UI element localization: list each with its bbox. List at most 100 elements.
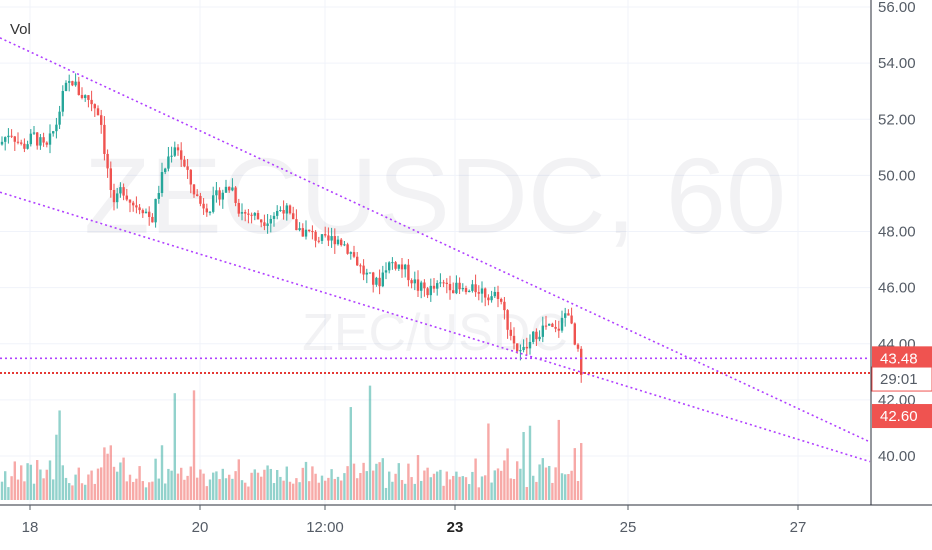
candle-body [346, 244, 349, 254]
price-axis[interactable] [871, 0, 932, 505]
volume-bar [410, 477, 413, 500]
candle-body [436, 283, 439, 289]
volume-bar [426, 467, 429, 500]
time-axis[interactable] [0, 505, 871, 550]
candle-body [141, 210, 144, 214]
volume-bar [522, 432, 525, 500]
volume-bar [196, 477, 199, 500]
volume-bar [154, 458, 157, 500]
candle-body [352, 252, 356, 257]
candle-body [205, 208, 208, 213]
volume-bar [343, 473, 346, 500]
candle-body [48, 133, 52, 145]
volume-bar [74, 474, 77, 500]
volume-bar [487, 423, 490, 500]
volume-bar [256, 472, 260, 500]
volume-bar [269, 468, 272, 500]
volume-bar [247, 486, 250, 500]
candle-body [442, 282, 445, 284]
volume-bar [400, 479, 404, 500]
volume-bar [474, 458, 477, 500]
candle-body [55, 124, 58, 132]
volume-bar [388, 471, 391, 500]
volume-bar [564, 474, 567, 500]
candle-body [544, 325, 548, 327]
candle-body [282, 210, 285, 214]
time-tick-label: 12:00 [306, 519, 344, 536]
volume-bar [221, 468, 224, 500]
candle-body [573, 323, 576, 345]
candle-body [445, 282, 448, 284]
candle-body [189, 169, 192, 185]
candle-body [452, 290, 455, 294]
volume-bar [87, 474, 90, 500]
candle-body [122, 187, 125, 196]
candle-body [263, 222, 266, 226]
candle-body [32, 132, 36, 134]
candle-body [4, 137, 7, 142]
volume-bar [314, 473, 317, 500]
candle-body [388, 262, 391, 271]
volume-bar [308, 481, 311, 500]
watermark-pair: ZEC/USDC [302, 304, 568, 362]
price-marker-countdown [871, 366, 932, 392]
candle-body [224, 186, 228, 193]
volume-bar [519, 468, 522, 500]
candle-body [509, 329, 512, 336]
volume-bar [532, 475, 535, 500]
volume-bar [61, 465, 64, 500]
volume-bar [157, 478, 160, 500]
candle-body [506, 310, 509, 330]
volume-bar [391, 481, 394, 500]
candle-body [132, 202, 135, 206]
volume-bar [359, 472, 362, 500]
volume-bar [349, 407, 352, 500]
volume-bar [432, 473, 436, 500]
volume-bar [285, 466, 288, 500]
price-tick-label: 56.00 [878, 0, 916, 16]
candle-body [464, 288, 468, 293]
volume-bar [55, 434, 58, 500]
volume-bar [218, 479, 221, 500]
volume-bar [407, 463, 410, 500]
candle-body [429, 285, 432, 296]
volume-bar [580, 443, 583, 500]
candle-body [551, 323, 554, 327]
volume-bar [244, 482, 247, 500]
candle-body [340, 239, 343, 246]
volume-bar [199, 469, 202, 500]
trendlines[interactable] [0, 37, 871, 463]
candle-body [240, 212, 244, 214]
trendline-channel-lower[interactable] [0, 191, 871, 463]
price-axis-markers: 43.48 29:01 42.60 [871, 346, 932, 429]
volume-bar [573, 448, 576, 500]
volume-bar [183, 479, 186, 500]
candle-body [413, 279, 416, 284]
candle-body [256, 213, 260, 220]
candle-body [304, 229, 308, 237]
volume-bar [128, 474, 132, 500]
volume-bar [368, 385, 372, 500]
volume-bar [324, 480, 327, 500]
volume-bar [548, 465, 551, 500]
candle-body [116, 193, 119, 203]
volume-indicator-label[interactable]: Vol [10, 21, 31, 38]
candle-body [61, 91, 64, 112]
candle-body [548, 323, 551, 326]
volume-bar [23, 481, 26, 500]
candle-body [119, 187, 122, 194]
candle-body [231, 187, 234, 191]
candle-body [461, 288, 464, 290]
candle-body [160, 172, 164, 194]
candle-body [215, 190, 218, 196]
volume-bar [452, 475, 455, 500]
volume-bar [250, 472, 253, 500]
volume-bar [461, 476, 464, 500]
time-tick-label: 18 [22, 519, 39, 536]
candle-body [87, 95, 90, 100]
candles [0, 73, 583, 383]
time-tick-label: 23 [447, 519, 464, 536]
volume-bar [135, 478, 138, 500]
